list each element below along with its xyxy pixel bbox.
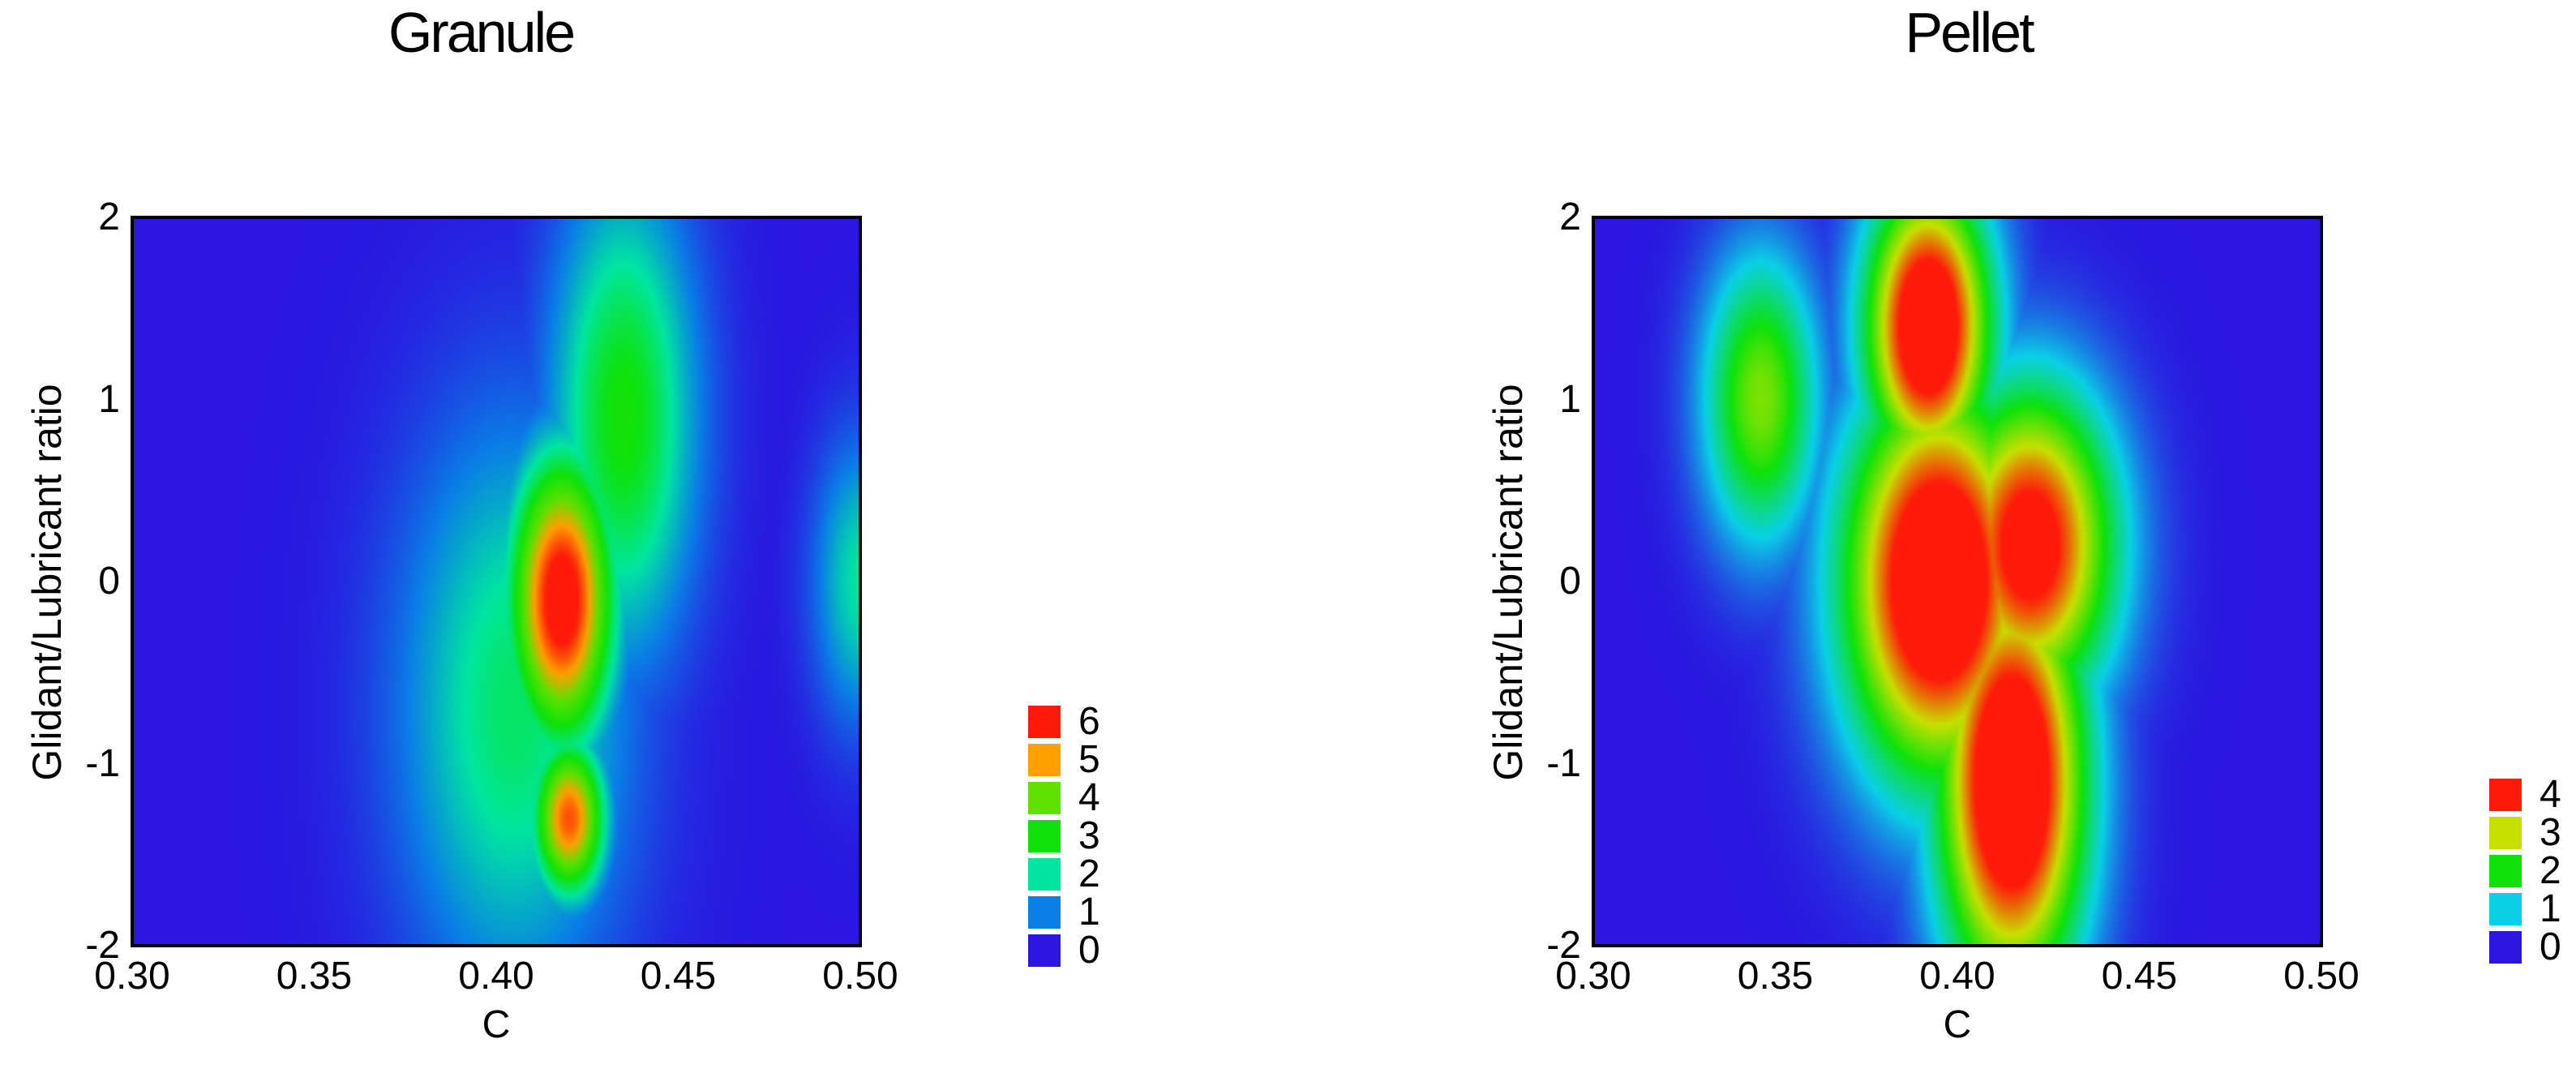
- x-tick-label: 0.35: [1737, 955, 1814, 998]
- y-tick-label: -2: [1546, 924, 1581, 967]
- x-tick-label: 0.40: [1919, 955, 1995, 998]
- y-tick-label: -1: [85, 741, 120, 785]
- y-tick-label: 2: [1559, 195, 1581, 238]
- y-tick-label: -1: [1546, 741, 1581, 785]
- legend-swatch: [2489, 817, 2522, 849]
- y-tick-label: 1: [98, 377, 120, 421]
- x-tick-label: 0.50: [822, 955, 898, 998]
- legend-label: 2: [1078, 852, 1100, 895]
- x-tick-label: 0.45: [640, 955, 717, 998]
- legend-swatch: [1028, 820, 1061, 852]
- legend-label: 2: [2540, 849, 2561, 892]
- x-axis-label: C: [1943, 1003, 1972, 1046]
- y-tick-label: 2: [98, 195, 120, 238]
- y-axis-label: Glidant/Lubricant ratio: [24, 384, 70, 781]
- granule-panel: Granule 2 1 0 -1 -2 0.30 0.35 0.40 0.45 0.50 C Glid…: [24, 1, 1100, 1046]
- x-tick-label: 0.45: [2101, 955, 2178, 998]
- legend-label: 4: [2540, 773, 2561, 816]
- legend-swatch: [1028, 782, 1061, 814]
- pellet-title: Pellet: [1905, 1, 2034, 64]
- pellet-panel: Pellet 2 1 0 -1 -2 0.30 0.35 0.40 0.45 0.50 C Glida…: [1288, 0, 2575, 1069]
- legend-swatch: [2489, 855, 2522, 887]
- plot-frame: [1592, 216, 2323, 947]
- legend-label: 5: [1078, 738, 1100, 781]
- legend-label: 1: [1078, 891, 1100, 934]
- x-tick-label: 0.40: [458, 955, 534, 998]
- y-axis-label: Glidant/Lubricant ratio: [1485, 384, 1531, 781]
- x-axis-label: C: [482, 1003, 511, 1046]
- granule-heatmap: [131, 216, 862, 947]
- y-tick-label: 0: [1559, 560, 1581, 603]
- x-tick-label: 0.30: [1555, 955, 1631, 998]
- legend-swatch: [2489, 893, 2522, 925]
- legend-swatch: [1028, 744, 1061, 776]
- pellet-heatmap: [1592, 216, 2323, 947]
- legend-label: 0: [1078, 929, 1100, 972]
- heatmap-raster: [132, 217, 860, 946]
- legend-label: 3: [2540, 811, 2561, 854]
- legend-swatch: [1028, 858, 1061, 891]
- granule-title: Granule: [388, 1, 576, 64]
- y-tick-label: 1: [1559, 377, 1581, 421]
- legend-label: 6: [1078, 700, 1100, 743]
- legend-label: 1: [2540, 887, 2561, 930]
- legend-swatch: [1028, 706, 1061, 738]
- legend-label: 4: [1078, 776, 1100, 819]
- y-tick-label: 0: [98, 560, 120, 603]
- legend-swatch: [2489, 931, 2522, 964]
- legend-label: 3: [1078, 814, 1100, 857]
- x-tick-label: 0.50: [2283, 955, 2360, 998]
- y-tick-label: -2: [85, 924, 120, 967]
- legend-swatch: [1028, 934, 1061, 967]
- heatmap-raster: [1593, 217, 2321, 946]
- legend-swatch: [1028, 896, 1061, 929]
- x-tick-label: 0.35: [276, 955, 353, 998]
- plot-frame: [131, 216, 862, 947]
- legend-label: 0: [2540, 925, 2561, 968]
- legend-swatch: [2489, 779, 2522, 811]
- x-tick-label: 0.30: [94, 955, 170, 998]
